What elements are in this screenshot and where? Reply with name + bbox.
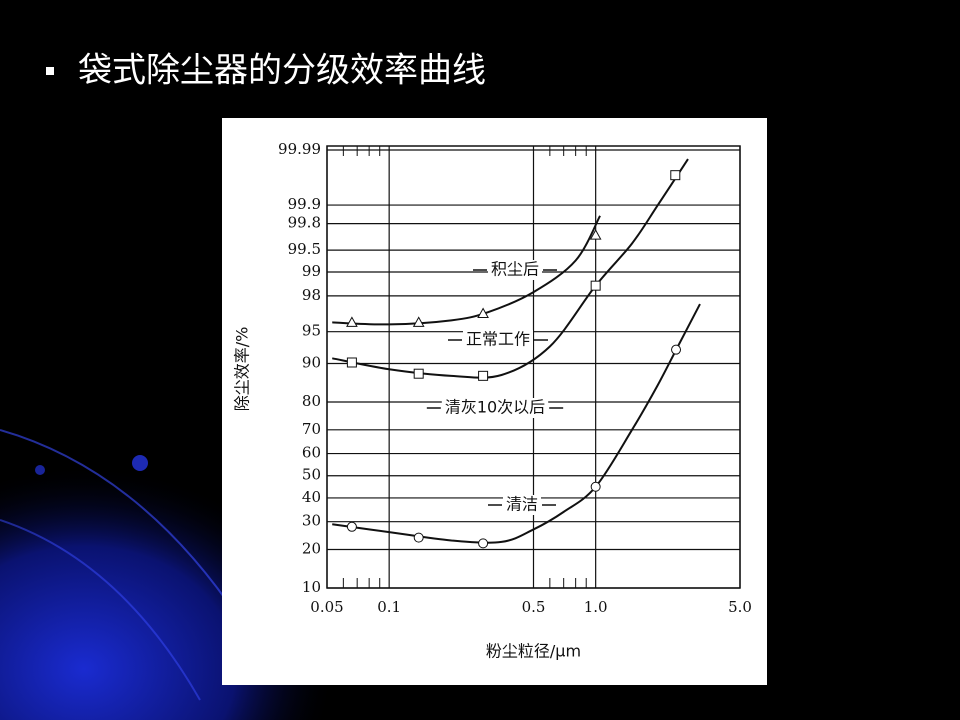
y-tick-label: 90	[302, 353, 321, 371]
data-marker	[589, 229, 602, 240]
background-dot	[132, 455, 148, 471]
y-tick-label: 95	[302, 322, 321, 340]
label-backdrop	[502, 495, 542, 515]
y-tick-label: 98	[302, 286, 321, 304]
curve	[332, 158, 689, 379]
background-dot	[35, 465, 45, 475]
curve-label: 正常工作	[466, 330, 530, 349]
data-marker	[346, 316, 358, 327]
x-tick-label: 0.5	[522, 598, 546, 616]
x-tick-label: 0.05	[310, 598, 343, 616]
y-tick-label: 99.5	[288, 240, 321, 258]
y-tick-label: 30	[302, 512, 321, 530]
y-tick-label: 40	[302, 488, 321, 506]
y-tick-label: 60	[302, 444, 321, 462]
slide-title: 袋式除尘器的分级效率曲线	[78, 51, 486, 91]
y-tick-label: 70	[302, 420, 321, 438]
label-backdrop	[487, 260, 543, 280]
background-swoosh	[0, 429, 241, 621]
y-tick-label: 99.99	[278, 140, 321, 158]
curve-label: 积尘后	[491, 260, 539, 279]
y-tick-label: 80	[302, 392, 321, 410]
data-marker	[671, 344, 682, 355]
curve	[332, 215, 601, 326]
y-tick-label: 20	[302, 539, 321, 557]
data-marker	[412, 316, 425, 327]
x-tick-label: 5.0	[728, 598, 752, 616]
data-marker	[478, 370, 489, 381]
data-marker	[413, 368, 424, 379]
x-axis-label: 粉尘粒径/μm	[486, 642, 581, 661]
data-marker	[477, 307, 489, 319]
y-tick-label: 10	[302, 578, 321, 596]
data-marker	[346, 357, 357, 368]
data-marker	[590, 481, 601, 492]
data-marker	[413, 532, 424, 543]
data-marker	[590, 280, 601, 291]
x-tick-label: 0.1	[377, 598, 401, 616]
curve	[332, 303, 701, 544]
label-backdrop	[462, 330, 534, 350]
background-swoosh	[0, 519, 201, 701]
data-marker	[346, 521, 357, 532]
y-axis-label: 除尘效率/%	[233, 327, 252, 412]
y-tick-label: 99	[302, 262, 321, 280]
y-tick-label: 50	[302, 466, 321, 484]
y-tick-label: 99.8	[288, 214, 321, 232]
chart: 10 20 30 40 50 60 70 80 90 95 98 99 99.5 99.899.9 99.9…	[233, 140, 752, 661]
data-marker	[670, 170, 681, 181]
bullet	[46, 67, 54, 75]
label-backdrop	[441, 398, 549, 418]
x-tick-label: 1.0	[584, 598, 608, 616]
curve-label: 清洁	[506, 495, 538, 514]
y-tick-label: 99.9	[288, 195, 321, 213]
data-marker	[478, 538, 489, 549]
curve-label: 清灰10次以后	[445, 398, 545, 417]
